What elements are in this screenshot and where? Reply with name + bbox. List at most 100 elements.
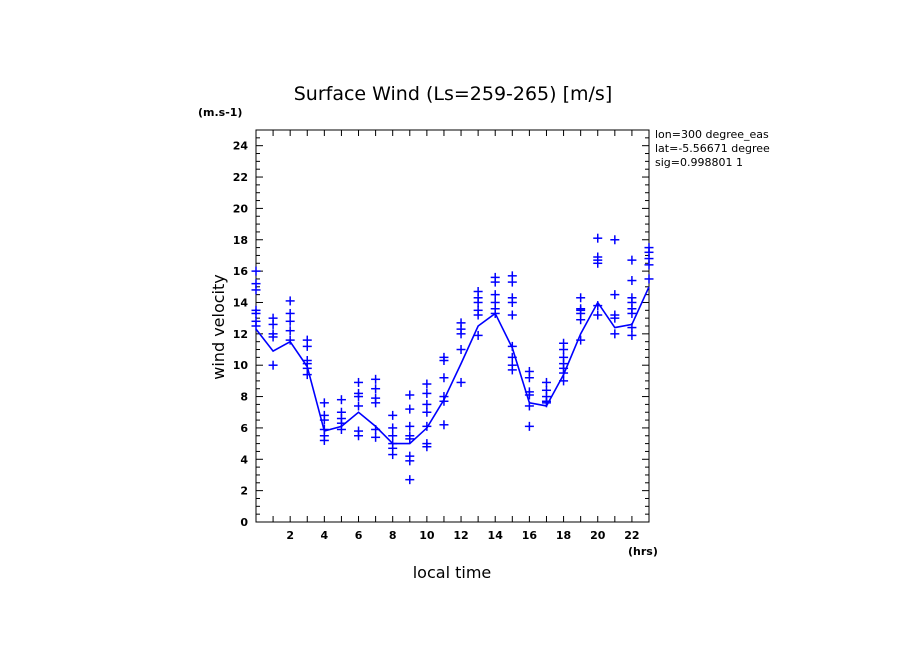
x-unit-label: (hrs) xyxy=(628,545,658,558)
data-point xyxy=(405,475,415,485)
data-point xyxy=(336,424,346,434)
y-tick-label: 18 xyxy=(233,234,248,247)
data-point xyxy=(524,390,534,400)
y-tick-label: 10 xyxy=(233,359,249,372)
data-point xyxy=(541,398,551,408)
data-point xyxy=(371,374,381,384)
data-point xyxy=(319,435,329,445)
x-axis-title: local time xyxy=(413,563,492,582)
data-point xyxy=(610,329,620,339)
data-point xyxy=(473,297,483,307)
data-point xyxy=(439,396,449,406)
y-tick-label: 16 xyxy=(233,265,249,278)
data-point xyxy=(456,329,466,339)
data-point xyxy=(251,285,261,295)
data-point xyxy=(268,319,278,329)
y-tick-label: 20 xyxy=(233,202,249,215)
data-point xyxy=(541,377,551,387)
x-axis: 2 4 6 8 10 12 14 16 18 20 22 xyxy=(272,130,640,542)
data-point xyxy=(576,293,586,303)
data-point xyxy=(627,276,637,286)
data-point xyxy=(319,415,329,425)
data-point xyxy=(251,308,261,318)
data-point xyxy=(439,420,449,430)
data-point xyxy=(507,352,517,362)
y-tick-label: 2 xyxy=(240,485,248,498)
data-point xyxy=(610,313,620,323)
data-point xyxy=(507,341,517,351)
data-point xyxy=(422,399,432,409)
info-lat: lat=-5.56671 degree xyxy=(655,142,770,155)
data-point xyxy=(302,370,312,380)
y-axis-title: wind velocity xyxy=(209,274,228,379)
data-point xyxy=(473,330,483,340)
data-point xyxy=(422,388,432,398)
y-tick-label: 12 xyxy=(233,328,248,341)
x-tick-label: 14 xyxy=(488,529,504,542)
data-point xyxy=(507,310,517,320)
data-point xyxy=(559,376,569,386)
data-point xyxy=(319,398,329,408)
data-point xyxy=(576,335,586,345)
data-point xyxy=(507,277,517,287)
data-point xyxy=(285,308,295,318)
data-point xyxy=(610,235,620,245)
info-clip xyxy=(778,128,808,172)
data-point xyxy=(439,355,449,365)
data-point xyxy=(405,421,415,431)
data-point xyxy=(251,266,261,276)
x-tick-label: 8 xyxy=(389,529,397,542)
data-point xyxy=(559,345,569,355)
info-sig: sig=0.998801 1 xyxy=(655,156,743,169)
data-point xyxy=(576,315,586,325)
x-tick-label: 10 xyxy=(419,529,435,542)
data-point xyxy=(354,431,364,441)
y-tick-label: 4 xyxy=(240,453,248,466)
mean-line xyxy=(255,286,650,445)
data-point xyxy=(285,316,295,326)
data-point xyxy=(422,421,432,431)
y-tick-label: 6 xyxy=(240,422,248,435)
x-tick-label: 22 xyxy=(624,529,639,542)
data-point xyxy=(456,345,466,355)
y-tick-label: 8 xyxy=(240,391,248,404)
data-point xyxy=(490,290,500,300)
x-tick-label: 12 xyxy=(453,529,468,542)
data-point xyxy=(354,377,364,387)
data-point xyxy=(268,360,278,370)
data-point xyxy=(302,341,312,351)
data-point xyxy=(593,301,603,311)
data-point xyxy=(405,456,415,466)
data-point xyxy=(593,233,603,243)
data-point xyxy=(251,321,261,331)
data-point xyxy=(371,398,381,408)
data-point xyxy=(405,404,415,414)
data-point xyxy=(610,290,620,300)
series-layer xyxy=(251,233,654,485)
x-tick-label: 6 xyxy=(355,529,363,542)
data-point xyxy=(371,384,381,394)
y-unit-label: (m.s-1) xyxy=(198,106,242,119)
y-tick-label: 24 xyxy=(233,140,249,153)
data-point xyxy=(524,373,534,383)
data-point xyxy=(559,368,569,378)
data-point xyxy=(336,395,346,405)
data-point xyxy=(627,255,637,265)
chart-title: Surface Wind (Ls=259-265) [m/s] xyxy=(294,83,613,105)
y-tick-label: 0 xyxy=(240,516,248,529)
data-point xyxy=(507,297,517,307)
data-point xyxy=(405,390,415,400)
data-point xyxy=(524,421,534,431)
data-point xyxy=(627,323,637,333)
data-point xyxy=(456,377,466,387)
data-point xyxy=(473,310,483,320)
plot-frame xyxy=(255,129,650,523)
data-point xyxy=(490,277,500,287)
data-point xyxy=(422,407,432,417)
data-point xyxy=(268,332,278,342)
data-point xyxy=(422,379,432,389)
data-point xyxy=(490,308,500,318)
data-point xyxy=(627,330,637,340)
